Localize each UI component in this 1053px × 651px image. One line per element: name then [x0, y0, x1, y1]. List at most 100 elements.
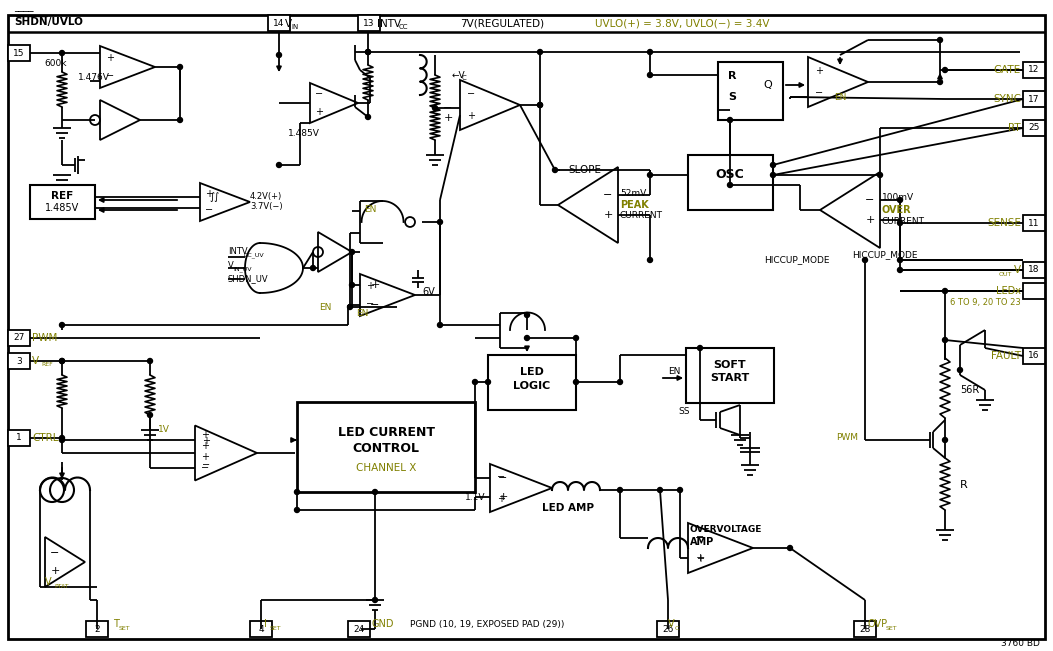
- Bar: [29, 185, 95, 219]
- Text: 1.485V: 1.485V: [45, 203, 79, 213]
- Bar: [8, 353, 29, 369]
- Bar: [1024, 91, 1045, 107]
- Bar: [86, 621, 108, 637]
- Circle shape: [60, 359, 64, 363]
- Text: +: +: [202, 436, 211, 446]
- Circle shape: [617, 380, 622, 385]
- Circle shape: [373, 598, 377, 602]
- Text: SHDN_UV: SHDN_UV: [229, 275, 269, 283]
- Circle shape: [60, 437, 64, 443]
- Text: CURRENT: CURRENT: [882, 217, 925, 225]
- Text: 17: 17: [1028, 94, 1039, 104]
- Text: OVER: OVER: [882, 205, 912, 215]
- Text: I: I: [264, 619, 266, 629]
- Text: CONTROL: CONTROL: [353, 441, 419, 454]
- Circle shape: [60, 436, 64, 441]
- Text: +: +: [51, 566, 60, 576]
- Text: START: START: [711, 373, 750, 383]
- Bar: [347, 621, 370, 637]
- Circle shape: [862, 258, 868, 262]
- Circle shape: [728, 182, 733, 187]
- Text: PGND (10, 19, EXPOSED PAD (29)): PGND (10, 19, EXPOSED PAD (29)): [410, 620, 564, 630]
- Text: OSC: OSC: [716, 169, 744, 182]
- Bar: [854, 621, 876, 637]
- Text: SYNC: SYNC: [993, 94, 1021, 104]
- Circle shape: [178, 64, 182, 70]
- Text: 1.485V: 1.485V: [289, 128, 320, 137]
- Text: +: +: [466, 111, 475, 121]
- Bar: [718, 62, 783, 120]
- Text: −: −: [866, 195, 875, 205]
- Text: 13: 13: [363, 18, 375, 27]
- Circle shape: [147, 413, 153, 417]
- Circle shape: [771, 163, 775, 167]
- Text: SET: SET: [886, 626, 897, 631]
- Text: PEAK: PEAK: [620, 200, 649, 210]
- Text: +: +: [497, 493, 505, 504]
- Circle shape: [648, 72, 653, 77]
- Text: −: −: [371, 300, 380, 310]
- Circle shape: [677, 488, 682, 493]
- Text: RT: RT: [1009, 123, 1021, 133]
- Circle shape: [574, 380, 578, 385]
- Circle shape: [60, 322, 64, 327]
- Text: V: V: [668, 619, 675, 629]
- Text: +: +: [365, 281, 374, 291]
- Text: −: −: [696, 532, 703, 542]
- Bar: [488, 355, 576, 410]
- Text: −: −: [498, 473, 508, 483]
- Text: +: +: [201, 430, 208, 440]
- Text: CTRL: CTRL: [32, 433, 59, 443]
- Text: SET: SET: [270, 626, 281, 631]
- Text: V: V: [1014, 265, 1021, 275]
- Text: +: +: [815, 66, 822, 76]
- Text: INTV: INTV: [377, 19, 401, 29]
- Text: CC_UV: CC_UV: [244, 252, 264, 258]
- Circle shape: [537, 102, 542, 107]
- Bar: [8, 430, 29, 446]
- Text: 6V: 6V: [422, 287, 435, 297]
- Text: IN: IN: [291, 24, 298, 30]
- Circle shape: [365, 49, 371, 55]
- Text: +: +: [866, 215, 875, 225]
- Text: LED: LED: [520, 367, 544, 377]
- Text: +: +: [201, 441, 208, 451]
- Text: EN: EN: [319, 303, 332, 311]
- Bar: [657, 621, 679, 637]
- Text: LOGIC: LOGIC: [514, 381, 551, 391]
- Circle shape: [365, 49, 371, 55]
- Text: V: V: [285, 19, 292, 29]
- Text: INTV: INTV: [229, 247, 247, 256]
- Text: 4.2V(+): 4.2V(+): [250, 191, 282, 201]
- Text: FAULT: FAULT: [991, 351, 1021, 361]
- Text: 15: 15: [14, 49, 25, 57]
- Text: +: +: [106, 53, 114, 62]
- Text: −: −: [497, 473, 505, 482]
- Text: +: +: [695, 553, 704, 563]
- Text: +: +: [201, 452, 208, 462]
- Text: IN_UV: IN_UV: [233, 266, 252, 272]
- Text: OVP: OVP: [868, 619, 888, 629]
- Circle shape: [937, 79, 942, 85]
- Circle shape: [350, 249, 355, 255]
- Text: 3.7V(−): 3.7V(−): [250, 202, 282, 212]
- Text: PWM: PWM: [32, 333, 57, 343]
- Circle shape: [537, 102, 542, 107]
- Circle shape: [617, 488, 622, 493]
- Text: 1: 1: [16, 434, 22, 443]
- Text: Q: Q: [763, 80, 772, 90]
- Circle shape: [648, 173, 653, 178]
- Circle shape: [897, 221, 902, 225]
- Text: −: −: [106, 71, 114, 81]
- Text: R: R: [960, 480, 968, 490]
- Text: LEDx: LEDx: [996, 286, 1021, 296]
- Circle shape: [473, 380, 477, 385]
- Text: R: R: [728, 71, 736, 81]
- Circle shape: [277, 53, 281, 57]
- Text: EN: EN: [834, 92, 847, 102]
- Text: SOFT: SOFT: [714, 360, 747, 370]
- Text: V: V: [229, 260, 234, 270]
- Text: +: +: [205, 189, 213, 199]
- Circle shape: [347, 305, 353, 309]
- Text: 100mV: 100mV: [882, 193, 914, 202]
